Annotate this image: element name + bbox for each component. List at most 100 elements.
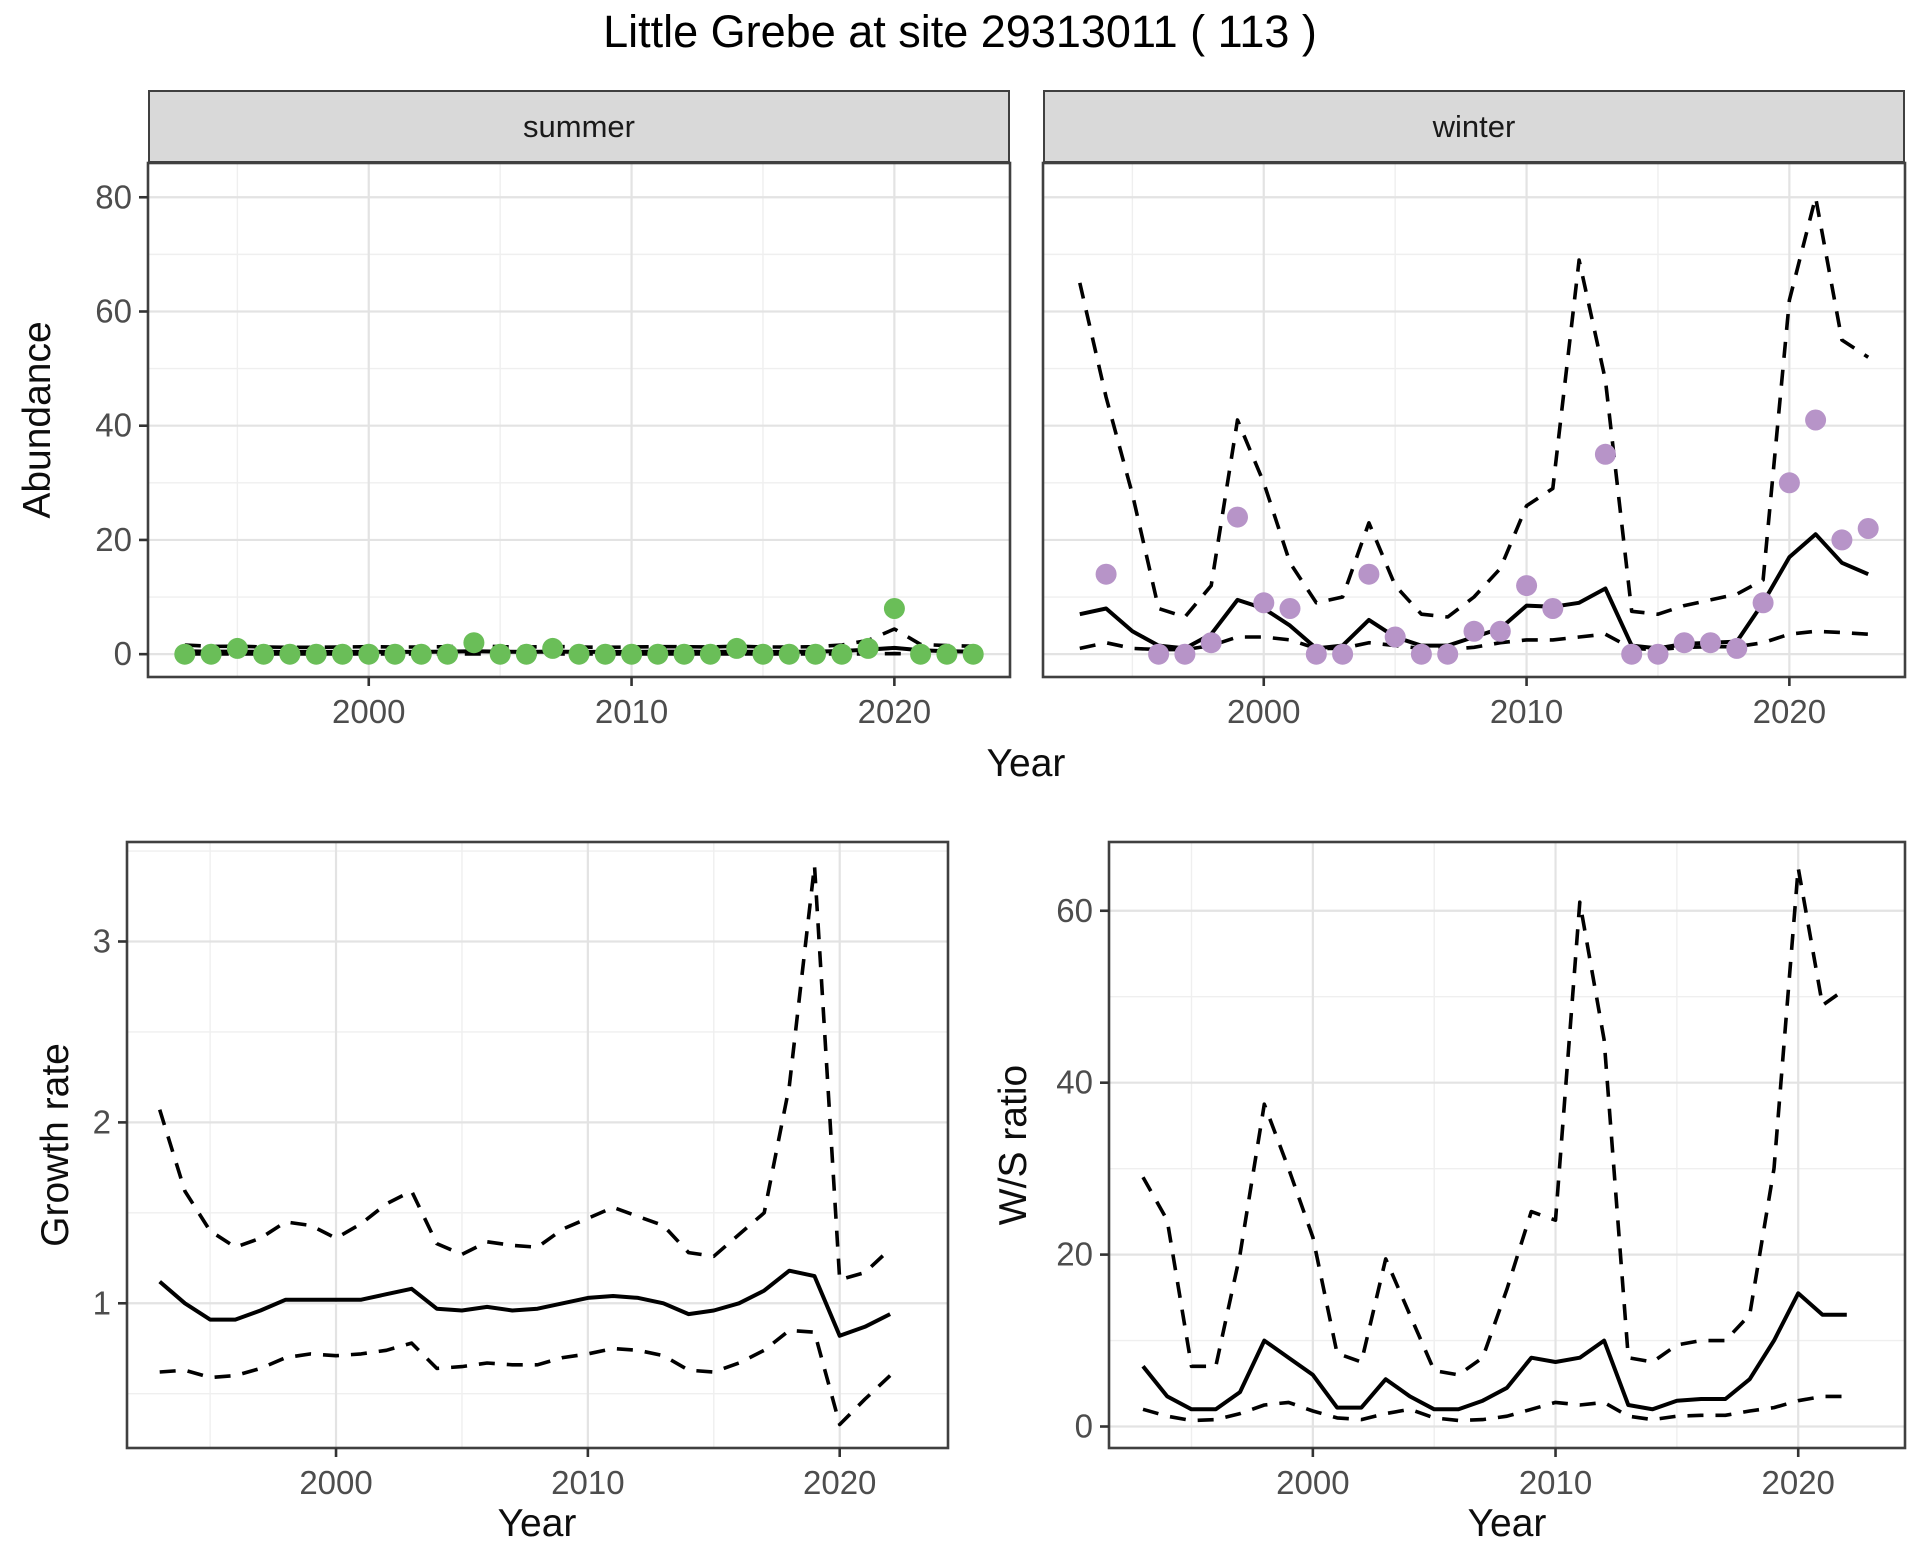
data-point (1673, 632, 1695, 654)
data-point (673, 643, 695, 665)
data-point (1700, 632, 1721, 654)
data-point (463, 632, 485, 654)
data-point (437, 643, 459, 665)
x-tick-label: 2020 (858, 693, 931, 730)
x-tick-label: 2010 (551, 1464, 624, 1501)
x-tick-label: 2010 (1519, 1464, 1592, 1501)
data-point (1253, 592, 1275, 614)
facet-label-winter: winter (1432, 108, 1516, 144)
data-point (1647, 643, 1669, 665)
x-tick-label: 2000 (332, 693, 405, 730)
panel-border (146, 161, 1012, 679)
data-point (883, 598, 905, 619)
y-tick-label: 0 (114, 635, 132, 672)
y-tick-label: 60 (95, 292, 132, 329)
data-point (1594, 443, 1616, 465)
ci-lower-line (1142, 1394, 1847, 1423)
data-point (1752, 592, 1774, 614)
fit-line (158, 1268, 892, 1338)
data-point (699, 643, 721, 665)
data-point (1279, 598, 1301, 619)
data-point (962, 643, 984, 665)
y-tick-label: 2 (93, 1103, 111, 1140)
facet-strip-winter: winter (1043, 90, 1905, 163)
x-tick-label: 2020 (803, 1464, 876, 1501)
facet-label-summer: summer (523, 108, 635, 144)
data-point (279, 643, 301, 665)
data-point (1174, 643, 1196, 665)
data-point (1857, 518, 1879, 539)
x-tick-label: 2000 (1227, 693, 1300, 730)
y-axis-title-growth-rate: Growth rate (34, 1043, 77, 1247)
y-tick-label: 0 (1075, 1408, 1093, 1445)
data-point (358, 643, 380, 665)
y-tick-label: 3 (93, 922, 111, 959)
data-point (594, 643, 616, 665)
data-point (226, 637, 248, 659)
data-point (1332, 643, 1354, 665)
data-point (1384, 626, 1406, 648)
x-axis-title-year-ws: Year (1467, 1502, 1547, 1545)
ci-upper-line (1141, 866, 1848, 1377)
data-point (200, 643, 222, 665)
ci-upper-line (157, 863, 892, 1282)
data-point (305, 643, 327, 665)
y-tick-label: 20 (95, 521, 132, 558)
data-point (1358, 563, 1380, 585)
data-point (647, 643, 669, 665)
data-point (1410, 643, 1432, 665)
y-tick-label: 1 (93, 1284, 111, 1321)
x-axis-title-year-top: Year (986, 742, 1066, 785)
panel-border (125, 840, 950, 1450)
y-tick-label: 60 (1056, 892, 1093, 929)
x-tick-label: 2000 (1276, 1464, 1349, 1501)
data-point (410, 643, 432, 665)
x-tick-label: 2020 (1753, 693, 1826, 730)
data-point (726, 637, 748, 659)
data-point (1542, 598, 1564, 619)
data-point (1805, 409, 1827, 431)
data-point (910, 643, 932, 665)
facet-strip-summer: summer (148, 90, 1010, 163)
data-point (1463, 620, 1485, 642)
data-point (1516, 575, 1538, 597)
x-tick-label: 2020 (1762, 1464, 1835, 1501)
y-tick-label: 40 (95, 407, 132, 444)
panel-background (1043, 163, 1905, 677)
data-point (489, 643, 511, 665)
panel-border (1107, 840, 1907, 1450)
data-point (621, 643, 643, 665)
data-point (515, 643, 537, 665)
data-point (1227, 506, 1248, 528)
data-point (253, 643, 275, 665)
ci-upper-line (1078, 195, 1870, 619)
data-point (1437, 643, 1459, 665)
y-axis-title-ws-ratio: W/S ratio (992, 1064, 1035, 1226)
x-tick-label: 2010 (1490, 693, 1563, 730)
x-tick-label: 2000 (299, 1464, 372, 1501)
y-tick-label: 20 (1056, 1236, 1093, 1273)
data-point (805, 643, 826, 665)
ci-lower-line (1079, 629, 1869, 652)
panel-background (127, 842, 948, 1448)
y-tick-label: 80 (95, 178, 132, 215)
panel-border (1041, 161, 1907, 679)
data-point (174, 643, 196, 665)
data-point (1305, 643, 1327, 665)
data-point (332, 643, 353, 665)
data-point (936, 643, 958, 665)
data-point (831, 643, 853, 665)
data-point (1489, 620, 1511, 642)
fit-line (1141, 1291, 1847, 1412)
data-point (1200, 632, 1222, 654)
y-tick-label: 40 (1056, 1064, 1093, 1101)
x-axis-title-year-growth: Year (497, 1502, 577, 1545)
data-point (778, 643, 800, 665)
data-point (857, 637, 879, 659)
ci-lower-line (159, 1328, 892, 1427)
x-tick-label: 2010 (595, 693, 668, 730)
data-point (1726, 637, 1748, 659)
plot-title: Little Grebe at site 29313011 ( 113 ) (603, 6, 1317, 57)
